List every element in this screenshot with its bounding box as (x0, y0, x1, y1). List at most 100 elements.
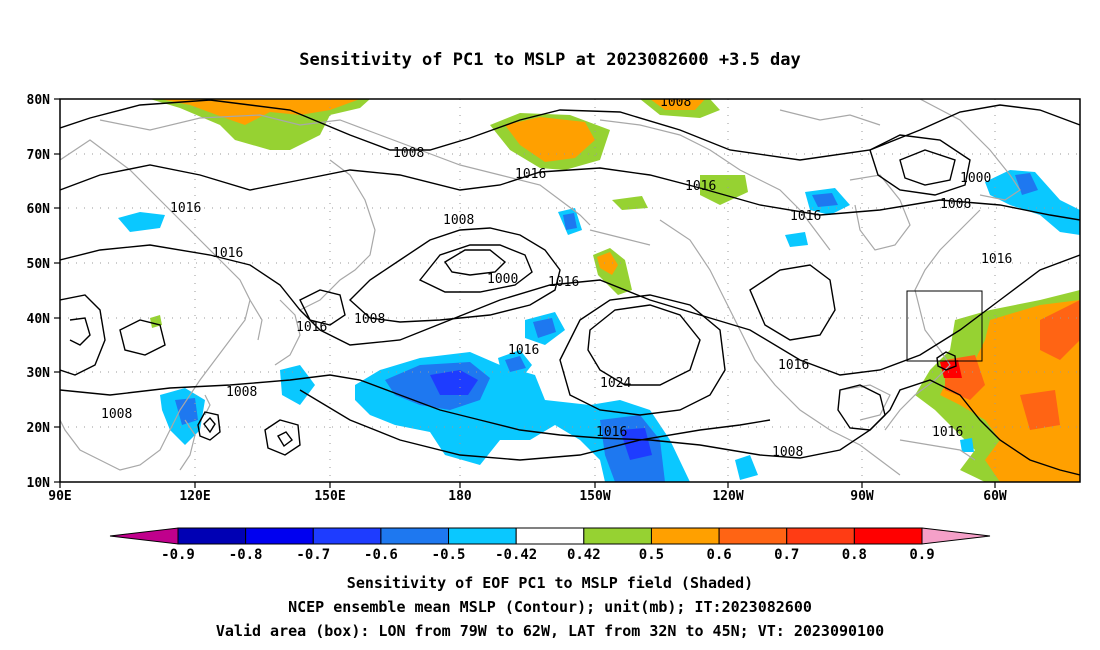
shade-neg-west-pacific (280, 365, 315, 405)
shade-neg-east-small (735, 455, 758, 480)
shade-neg-siberia (118, 212, 165, 232)
colorbar-segment (515, 527, 585, 545)
colorbar-segment (718, 527, 788, 545)
coastline-hudson (849, 174, 911, 251)
lat-label: 30N (27, 366, 51, 381)
lon-label: 120W (712, 489, 743, 504)
contour-label: 1008 (443, 213, 474, 228)
colorbar-tick-label: -0.7 (296, 547, 330, 563)
contour-label: 1008 (940, 197, 971, 212)
contour-west-asia (60, 294, 106, 376)
coastline-caribbean (899, 439, 976, 461)
colorbar-tick-label: 0.9 (909, 547, 934, 563)
coastline-japan (274, 299, 301, 366)
contour-label: 1016 (212, 246, 243, 261)
contour-1008-low (348, 227, 561, 323)
colorbar-tick-label: 0.5 (639, 547, 664, 563)
lon-label: 60W (983, 489, 1007, 504)
colorbar-segment (786, 527, 855, 545)
contour-label: 1024 (600, 376, 631, 391)
coastline-kamchatka (299, 159, 376, 311)
shade-pos-arctic-mid-core (505, 117, 595, 162)
contour-label: 1008 (226, 385, 257, 400)
contour-label: 1000 (960, 171, 991, 186)
shade-neg-hawaii-mid (505, 356, 526, 372)
colorbar-tick-label: -0.5 (432, 547, 466, 563)
contour-low-inner (443, 249, 507, 276)
caption-line-2: NCEP ensemble mean MSLP (Contour); unit(… (288, 598, 812, 616)
contour-west-asia-inner (69, 317, 91, 346)
coastlines (60, 99, 1021, 476)
contour-1016-mid (60, 244, 1080, 376)
colorbar-labels: -0.9 -0.8 -0.7 -0.6 -0.5 -0.42 0.42 0.5 0.6 0.7 0.… (161, 547, 935, 563)
shade-neg-atlantic-small (960, 438, 974, 452)
contour-1016-high (559, 294, 726, 416)
lon-label: 150W (579, 489, 610, 504)
lon-labels: 90E 120E 150E 180 150W 120W 90W 60W (48, 489, 1007, 504)
colorbar-segment (583, 527, 652, 545)
contour-label: 1016 (296, 320, 327, 335)
colorbar-tick-label: 0.7 (774, 547, 799, 563)
contour-west-pacific-inner (277, 431, 293, 448)
coastline-korea (249, 299, 263, 341)
colorbar-max-arrow (921, 527, 991, 545)
contour-1016-south (299, 389, 771, 461)
shade-pos-arctic-east-core (650, 99, 705, 110)
lat-label: 50N (27, 257, 51, 272)
colorbar-segment (312, 527, 382, 545)
lon-label: 90E (48, 489, 71, 504)
colorbar-tick-label: -0.9 (161, 547, 195, 563)
lat-labels: 80N 70N 60N 50N 40N 30N 20N 10N (27, 93, 51, 491)
contour-1008-north (60, 99, 1080, 161)
coastline-arctic-islands (779, 109, 881, 126)
coastline-north-america-east (884, 209, 981, 431)
coastline-aleutians (589, 229, 651, 246)
colorbar-tick-label: 0.8 (842, 547, 867, 563)
contour-label: 1016 (596, 425, 627, 440)
contour-label: 1008 (101, 407, 132, 422)
contour-hurricane-ring (936, 351, 957, 371)
lat-label: 80N (27, 93, 51, 108)
shade-neg-bering-mid (563, 213, 577, 230)
lat-label: 60N (27, 202, 51, 217)
contour-philippine-ring-inner (203, 416, 216, 434)
contour-label: 1016 (508, 343, 539, 358)
contour-east-loop (749, 264, 836, 341)
contour-labels: 1008 1008 1016 1016 1016 1016 1000 1008 … (101, 99, 1012, 460)
coastline-gulf (839, 384, 891, 421)
lat-label: 40N (27, 312, 51, 327)
shade-neg-east-pacific-deep (620, 428, 652, 460)
colorbar-segment (448, 527, 517, 545)
shade-neg-greenland (985, 170, 1080, 235)
coastline-philippines (179, 419, 196, 471)
shade-pos-kamchatka (612, 196, 648, 210)
shade-pos-aleutian-core (597, 252, 618, 275)
map-title: Sensitivity of PC1 to MSLP at 2023082600… (299, 50, 801, 70)
shade-neg-alaska-mid (812, 193, 838, 207)
lon-label: 180 (448, 489, 472, 504)
contour-1024-high (587, 304, 701, 386)
contour-label: 1016 (548, 275, 579, 290)
lon-label: 120E (179, 489, 210, 504)
shade-neg-greenland-mid (1015, 173, 1038, 195)
contour-label: 1016 (685, 179, 716, 194)
colorbar-tick-label: -0.6 (364, 547, 398, 563)
contour-label: 1016 (515, 167, 546, 182)
contour-atlantic-high (837, 384, 886, 431)
contour-label: 1008 (354, 312, 385, 327)
colorbar-segment (177, 527, 247, 545)
contour-1000-alaska (899, 149, 956, 186)
lat-label: 70N (27, 148, 51, 163)
shade-neg-canada (785, 232, 808, 247)
contour-label: 1016 (981, 252, 1012, 267)
lon-label: 150E (314, 489, 345, 504)
colorbar-tick-label: 0.42 (567, 547, 601, 563)
colorbar-tick-label: -0.8 (229, 547, 263, 563)
coastline-asia (60, 139, 251, 471)
lat-axis (54, 98, 60, 483)
shade-neg-aleutian-south-mid (533, 318, 556, 338)
contour-label: 1016 (790, 209, 821, 224)
coastline-siberia (99, 114, 591, 226)
colorbar-min-arrow (109, 527, 179, 545)
colorbar-tick-label: 0.6 (706, 547, 731, 563)
